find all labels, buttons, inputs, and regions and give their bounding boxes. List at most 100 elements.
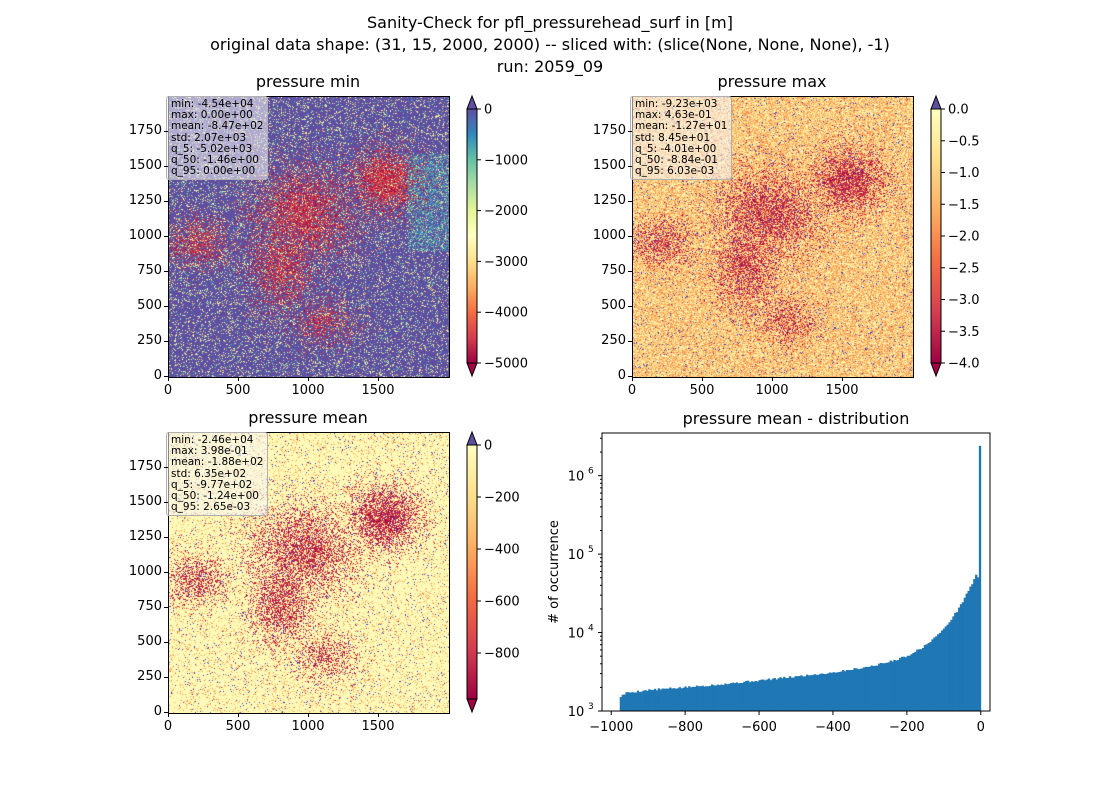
- x-tick-mark: [308, 377, 309, 381]
- histogram-bar: [705, 686, 708, 711]
- histogram-bar: [804, 676, 807, 711]
- histogram-bar: [690, 687, 693, 711]
- histogram-bar: [872, 666, 875, 711]
- histogram-bar: [729, 683, 733, 711]
- histogram-title: pressure mean - distribution: [683, 409, 910, 428]
- histogram-bar: [655, 690, 659, 711]
- histogram-bar: [959, 604, 963, 711]
- colorbar-tick-label: −2.5: [948, 261, 980, 276]
- histogram-bar: [900, 656, 904, 711]
- histogram-bar: [921, 647, 925, 711]
- stat-line: q_95: 6.03e-03: [635, 165, 715, 178]
- colorbar-tick-label: −4.0: [948, 357, 980, 372]
- histogram-bar: [838, 671, 841, 711]
- stat-line: mean: -8.47e+02: [171, 120, 264, 133]
- histogram-bar: [731, 682, 735, 711]
- histogram-bar: [760, 679, 763, 711]
- histogram-bar: [764, 680, 767, 711]
- histogram-bar: [636, 690, 640, 711]
- histogram-bar: [840, 671, 843, 711]
- histogram-bar: [976, 577, 980, 711]
- histogram-bar: [748, 682, 752, 711]
- panel-mean-stats-box: min: -2.46e+04 max: 3.98e-01 mean: -1.88…: [166, 432, 269, 517]
- histogram-bar: [661, 688, 664, 711]
- stat-line: q_5: -4.01e+00: [635, 142, 717, 155]
- histogram-bar: [876, 665, 879, 711]
- histogram-bar: [855, 668, 858, 711]
- colorbar-tick-label: −1000: [484, 153, 528, 168]
- histogram-bar: [625, 692, 628, 711]
- colorbar-tick-label: −3.5: [948, 325, 980, 340]
- y-tick-mark: [164, 201, 168, 202]
- histogram-bar: [693, 686, 697, 711]
- x-tick-label: −800: [667, 720, 703, 735]
- histogram-bar: [792, 677, 795, 711]
- histogram-bar: [796, 676, 799, 711]
- colorbar-tick-label: −4000: [484, 306, 528, 321]
- x-tick-label: 0: [163, 383, 173, 398]
- x-tick-label: 1000: [291, 383, 325, 398]
- histogram-bar: [919, 649, 923, 711]
- colorbar-tick-label: −2000: [484, 204, 528, 219]
- histogram-bar: [952, 616, 955, 711]
- x-tick-label: 1500: [361, 719, 395, 734]
- histogram-bar: [885, 662, 889, 711]
- panel-max-title: pressure max: [717, 72, 827, 91]
- stat-line: max: 3.98e-01: [171, 445, 248, 458]
- x-tick-mark: [378, 377, 379, 381]
- y-tick-mark: [628, 341, 632, 342]
- histogram-bar: [935, 636, 938, 711]
- histogram-bar: [771, 678, 775, 711]
- colorbar-tick-label: −5000: [484, 357, 528, 372]
- y-tick-exponent: 3: [588, 702, 594, 712]
- histogram-bar: [805, 674, 809, 711]
- histogram-bar: [933, 637, 936, 711]
- x-tick-label: 500: [225, 383, 251, 398]
- histogram-bar: [809, 675, 813, 711]
- histogram-bar: [737, 683, 740, 711]
- y-tick-mark: [628, 376, 632, 377]
- y-tick-mark: [164, 341, 168, 342]
- y-tick-label: 500: [137, 634, 162, 649]
- stat-line: q_95: 2.65e-03: [171, 501, 251, 514]
- x-tick-label: 1500: [361, 383, 395, 398]
- histogram-bar: [965, 593, 968, 711]
- histogram-bar: [686, 687, 689, 711]
- histogram-bar: [843, 671, 847, 711]
- y-tick-mark: [164, 502, 168, 503]
- x-tick-mark: [632, 377, 633, 381]
- histogram-bar: [640, 691, 643, 711]
- histogram-bar: [828, 672, 832, 711]
- histogram-bar: [950, 619, 953, 711]
- x-tick-label: 500: [225, 719, 251, 734]
- histogram-bar: [918, 649, 921, 711]
- stat-line: std: 8.45e+01: [635, 131, 711, 144]
- colorbar-tick-label: −400: [484, 542, 520, 557]
- histogram-bar: [766, 679, 769, 711]
- histogram-bar: [701, 685, 704, 711]
- histogram-bar: [676, 688, 680, 711]
- histogram-bar: [633, 692, 636, 711]
- histogram-bar: [724, 683, 727, 711]
- histogram-bar: [849, 670, 852, 711]
- histogram-bar: [971, 584, 974, 711]
- x-tick-mark: [772, 377, 773, 381]
- y-tick-exponent: 4: [588, 624, 594, 634]
- y-tick-label: 0: [153, 704, 162, 719]
- colorbar-tick-label: −0.5: [948, 134, 980, 149]
- histogram-bar: [927, 643, 930, 711]
- histogram-bar: [650, 689, 653, 711]
- histogram-bar: [667, 688, 670, 711]
- histogram-bar: [880, 662, 883, 711]
- panel-min-colorbar: 0 −1000 −2000 −3000 −4000 −5000: [466, 94, 528, 378]
- colorbar-tick-label: −3000: [484, 255, 528, 270]
- histogram-bar: [663, 688, 666, 711]
- histogram-bar: [688, 686, 691, 711]
- histogram-bar: [857, 669, 860, 711]
- histogram-bar: [697, 686, 700, 711]
- colorbar-tick-label: −1.5: [948, 198, 980, 213]
- histogram-bar: [891, 661, 894, 711]
- stat-line: q_50: -8.84e-01: [635, 154, 718, 167]
- histogram-bar: [788, 676, 792, 711]
- histogram-bar: [956, 612, 959, 711]
